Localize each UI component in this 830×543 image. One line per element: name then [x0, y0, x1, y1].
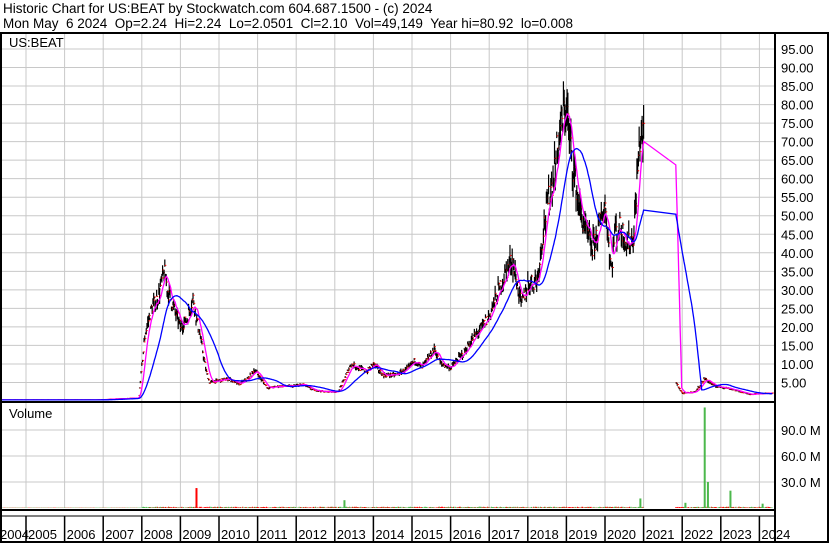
x-tick-label: 2017	[491, 527, 520, 542]
volume-spike-bar	[761, 503, 764, 508]
y-tick-label: 50.00	[781, 209, 814, 224]
y-tick-label: 30.00	[781, 283, 814, 298]
y-tick-label: 25.00	[781, 301, 814, 316]
x-tick-label: 2012	[298, 527, 327, 542]
y-tick-label: 40.00	[781, 246, 814, 261]
y-tick-label: 85.00	[781, 79, 814, 94]
grid-lines	[2, 34, 775, 508]
y-tick-label: 90.00	[781, 61, 814, 76]
y-tick-label: 75.00	[781, 116, 814, 131]
y-tick-label: 70.00	[781, 135, 814, 150]
x-tick-label: 2005	[28, 527, 57, 542]
x-tick-label: 2006	[67, 527, 96, 542]
x-tick-label: 2016	[453, 527, 482, 542]
short-moving-average-line	[0, 112, 773, 401]
x-tick-label: 2023	[723, 527, 752, 542]
y-tick-label: 55.00	[781, 190, 814, 205]
chart-frame	[0, 32, 829, 543]
y-tick-label: 45.00	[781, 227, 814, 242]
x-tick-label: 2022	[684, 527, 713, 542]
x-tick-label: 2013	[337, 527, 366, 542]
outer-border	[0, 32, 829, 543]
volume-spike-bar	[729, 490, 732, 508]
volume-spike-bar	[639, 498, 642, 508]
volume-spike-bar	[703, 407, 706, 508]
quote-summary: Mon May 6 2024 Op=2.24 Hi=2.24 Lo=2.0501…	[3, 16, 574, 31]
volume-tick-label: 90.0 M	[781, 423, 821, 438]
y-tick-label: 15.00	[781, 338, 814, 353]
y-tick-label: 80.00	[781, 98, 814, 113]
x-tick-label: 2008	[144, 527, 173, 542]
volume-bars	[0, 407, 773, 508]
symbol-label: US:BEAT	[9, 35, 64, 50]
y-tick-label: 60.00	[781, 172, 814, 187]
y-tick-label: 20.00	[781, 320, 814, 335]
long-moving-average-line	[0, 147, 773, 401]
y-tick-label: 5.00	[781, 375, 806, 390]
volume-tick-label: 60.0 M	[781, 449, 821, 464]
chart-title: Historic Chart for US:BEAT by Stockwatch…	[3, 1, 433, 16]
x-tick-label: 2015	[414, 527, 443, 542]
x-tick-label: 2010	[221, 527, 250, 542]
y-tick-label: 35.00	[781, 264, 814, 279]
x-tick-label: 2019	[568, 527, 597, 542]
price-bars	[0, 81, 774, 401]
x-tick-label: 2020	[607, 527, 636, 542]
volume-tick-label: 30.0 M	[781, 475, 821, 490]
x-tick-label: 2024	[761, 527, 790, 542]
x-tick-label: 2021	[646, 527, 675, 542]
volume-spike-bar	[706, 482, 709, 508]
x-tick-label: 2014	[375, 527, 404, 542]
axis-labels: 95.00 90.00 85.00 80.00 75.00 70.00 65.00 60.00…	[0, 42, 821, 543]
volume-spike-bar	[343, 500, 346, 508]
x-tick-label: 2018	[530, 527, 559, 542]
x-tick-label: 2007	[105, 527, 134, 542]
y-tick-label: 65.00	[781, 153, 814, 168]
y-tick-label: 95.00	[781, 42, 814, 57]
y-tick-label: 10.00	[781, 357, 814, 372]
x-tick-label: 2004	[0, 527, 29, 542]
volume-spike-bar	[684, 502, 687, 508]
x-tick-label: 2009	[182, 527, 211, 542]
x-tick-label: 2011	[260, 527, 288, 542]
volume-panel-label: Volume	[9, 406, 52, 421]
volume-spike-bar	[195, 488, 198, 508]
